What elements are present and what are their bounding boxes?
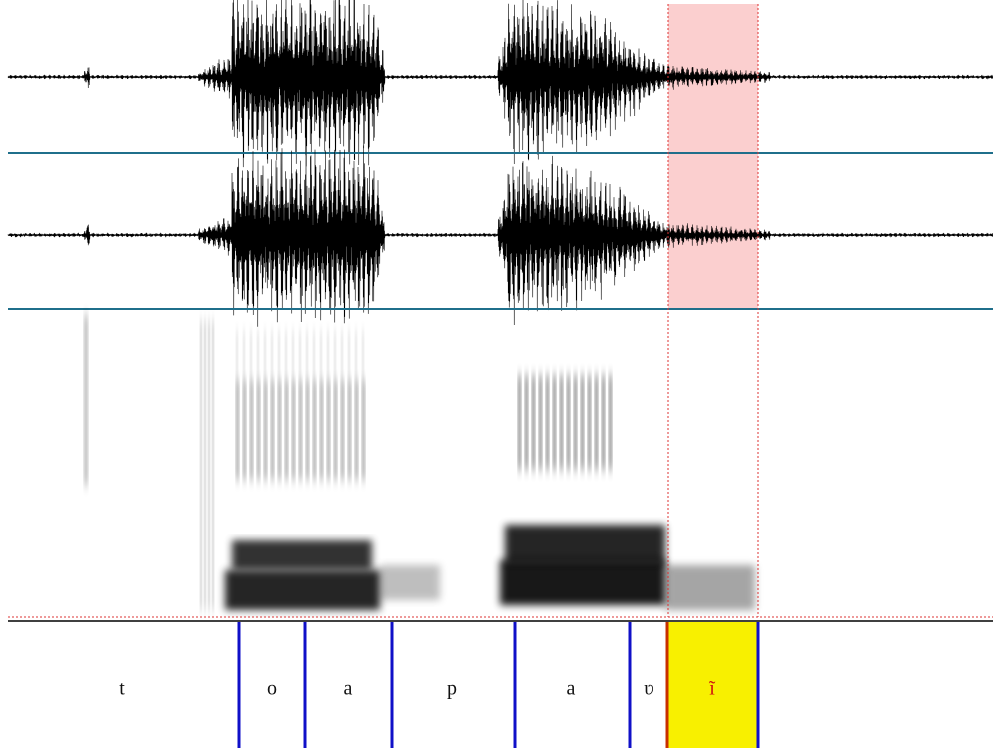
energy (320, 380, 323, 480)
interval-label[interactable]: ʋ (644, 678, 653, 700)
energy (560, 375, 563, 470)
energy (505, 525, 665, 565)
selection[interactable] (668, 4, 758, 309)
energy (292, 330, 294, 380)
energy (532, 375, 535, 470)
energy (243, 380, 246, 480)
energy (264, 330, 266, 380)
energy (250, 380, 253, 480)
energy (574, 375, 577, 470)
energy (665, 565, 755, 610)
energy (278, 330, 280, 380)
interval-label[interactable]: a (567, 678, 576, 700)
energy (362, 330, 364, 380)
energy (236, 380, 239, 480)
energy (500, 560, 665, 605)
interval-label[interactable]: t (119, 678, 125, 700)
energy (264, 380, 267, 480)
energy (306, 380, 309, 480)
energy (567, 375, 570, 470)
energy (204, 320, 206, 610)
energy (306, 330, 308, 380)
energy (313, 330, 315, 380)
energy (278, 380, 281, 480)
energy (518, 375, 521, 470)
energy (200, 320, 202, 610)
energy (225, 570, 380, 610)
energy (355, 380, 358, 480)
energy (341, 330, 343, 380)
energy (313, 380, 316, 480)
energy (334, 380, 337, 480)
energy (257, 380, 260, 480)
energy (299, 380, 302, 480)
energy (208, 320, 210, 610)
energy (546, 375, 549, 470)
energy (355, 330, 357, 380)
energy (250, 330, 252, 380)
energy (285, 380, 288, 480)
energy (236, 330, 238, 380)
energy (327, 330, 329, 380)
energy (380, 565, 440, 600)
energy (588, 375, 591, 470)
sound-editor: toapaʋĩ (0, 0, 993, 748)
energy (553, 375, 556, 470)
energy (320, 330, 322, 380)
energy (341, 380, 344, 480)
energy (348, 330, 350, 380)
interval-label[interactable]: p (447, 678, 457, 700)
energy (271, 330, 273, 380)
energy (257, 330, 259, 380)
energy (602, 375, 605, 470)
energy (84, 315, 88, 485)
energy (285, 330, 287, 380)
energy (348, 380, 351, 480)
energy (609, 375, 612, 470)
energy (581, 375, 584, 470)
energy (334, 330, 336, 380)
energy (299, 330, 301, 380)
energy (271, 380, 274, 480)
interval-label[interactable]: o (267, 678, 277, 700)
energy (212, 320, 214, 610)
interval-label[interactable]: ĩ (708, 678, 715, 700)
energy (292, 380, 295, 480)
energy (327, 380, 330, 480)
energy (539, 375, 542, 470)
energy (243, 330, 245, 380)
energy (232, 540, 372, 570)
energy (595, 375, 598, 470)
background (0, 0, 993, 748)
energy (525, 375, 528, 470)
interval-label[interactable]: a (344, 678, 353, 700)
energy (362, 380, 365, 480)
